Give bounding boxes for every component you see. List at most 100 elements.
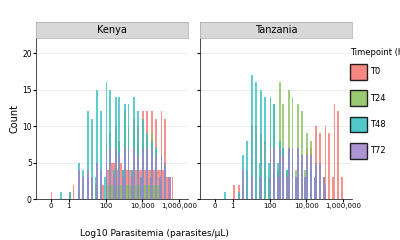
Bar (131, 170, 133, 199)
Bar (170, 177, 172, 199)
Bar (233, 185, 235, 199)
Bar (292, 148, 293, 199)
Bar (128, 148, 129, 199)
Bar (246, 141, 248, 199)
Bar (115, 126, 116, 199)
Bar (301, 155, 302, 199)
Bar (168, 177, 170, 199)
Bar (148, 185, 150, 199)
Bar (288, 148, 290, 199)
Bar (324, 126, 326, 199)
Bar (310, 148, 312, 199)
Bar (332, 177, 334, 199)
Bar (306, 133, 308, 199)
Bar (160, 155, 162, 199)
Bar (100, 170, 102, 199)
Bar (73, 185, 74, 199)
Bar (155, 155, 157, 199)
Bar (140, 185, 142, 199)
Text: Timepoint (hours): Timepoint (hours) (350, 48, 400, 57)
Bar (297, 148, 299, 199)
Bar (310, 163, 312, 199)
Bar (164, 163, 166, 199)
Bar (51, 192, 52, 199)
Bar (155, 119, 157, 199)
Bar (109, 90, 111, 199)
Bar (279, 148, 280, 199)
Bar (151, 112, 153, 199)
Bar (87, 112, 89, 199)
Bar (337, 112, 339, 199)
Bar (259, 163, 260, 199)
Bar (315, 170, 317, 199)
Bar (131, 170, 133, 199)
Bar (323, 177, 324, 199)
Bar (159, 185, 160, 199)
Bar (106, 148, 108, 199)
Bar (150, 185, 151, 199)
Bar (279, 82, 280, 199)
Bar (315, 163, 317, 199)
Bar (150, 177, 151, 199)
Bar (124, 112, 126, 199)
Bar (314, 177, 315, 199)
Bar (60, 192, 62, 199)
Bar (306, 155, 308, 199)
Bar (242, 185, 244, 199)
Bar (78, 170, 80, 199)
Bar (100, 112, 102, 199)
FancyBboxPatch shape (350, 64, 367, 80)
Bar (142, 112, 144, 199)
Bar (91, 185, 93, 199)
Bar (314, 177, 315, 199)
Bar (304, 170, 306, 199)
Bar (251, 177, 253, 199)
Bar (133, 133, 135, 199)
Bar (137, 126, 138, 199)
Bar (146, 133, 148, 199)
Bar (304, 177, 306, 199)
Bar (126, 185, 128, 199)
Bar (159, 177, 160, 199)
Bar (109, 148, 111, 199)
Bar (264, 97, 266, 199)
Bar (124, 104, 126, 199)
Bar (270, 97, 272, 199)
Bar (69, 192, 71, 199)
Bar (108, 185, 109, 199)
Bar (144, 185, 146, 199)
Text: Kenya: Kenya (97, 25, 127, 35)
Bar (306, 148, 308, 199)
Bar (286, 177, 288, 199)
Bar (295, 177, 297, 199)
Bar (151, 148, 153, 199)
Y-axis label: Count: Count (10, 104, 20, 133)
Bar (120, 163, 122, 199)
Bar (87, 177, 89, 199)
Bar (270, 148, 272, 199)
Bar (133, 148, 135, 199)
Bar (91, 177, 93, 199)
Bar (115, 97, 116, 199)
Bar (270, 104, 272, 199)
Bar (306, 170, 308, 199)
Bar (334, 104, 336, 199)
Bar (162, 170, 164, 199)
Bar (224, 192, 226, 199)
Bar (168, 177, 170, 199)
Bar (131, 177, 133, 199)
Bar (273, 148, 275, 199)
Bar (113, 177, 115, 199)
Bar (133, 97, 135, 199)
Bar (109, 133, 111, 199)
Bar (159, 177, 160, 199)
Bar (124, 119, 126, 199)
Bar (113, 170, 115, 199)
Bar (78, 192, 80, 199)
Bar (142, 148, 144, 199)
Bar (142, 119, 144, 199)
Bar (142, 141, 144, 199)
Bar (273, 148, 275, 199)
Bar (135, 185, 137, 199)
Bar (116, 185, 118, 199)
